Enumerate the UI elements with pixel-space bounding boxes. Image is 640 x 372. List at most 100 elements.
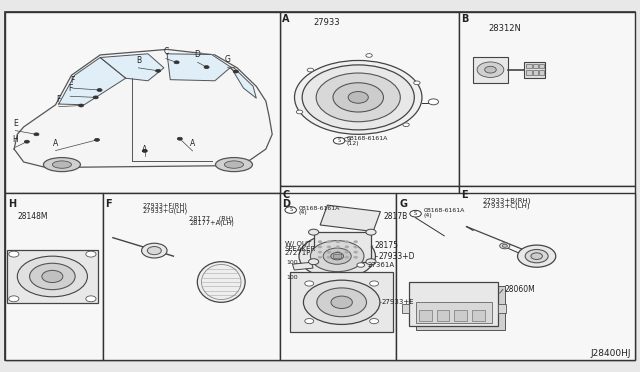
Text: B: B (136, 56, 141, 65)
Bar (4, 13, 280, 359)
Text: 100: 100 (286, 275, 298, 280)
Circle shape (305, 281, 314, 286)
Bar (103, 193, 280, 359)
Circle shape (147, 247, 161, 255)
Text: F: F (105, 199, 112, 209)
Circle shape (484, 66, 496, 73)
Polygon shape (100, 54, 164, 81)
Bar (459, 13, 636, 186)
Circle shape (296, 110, 303, 114)
Circle shape (305, 318, 314, 324)
Bar (333, 254, 341, 259)
Circle shape (24, 140, 29, 143)
Bar (533, 70, 538, 75)
Circle shape (17, 256, 88, 297)
Circle shape (357, 263, 365, 267)
Bar (280, 193, 396, 359)
Circle shape (310, 241, 364, 272)
Circle shape (525, 250, 548, 263)
Text: 2817B: 2817B (384, 212, 408, 221)
Circle shape (93, 96, 99, 99)
Bar (473, 57, 508, 83)
Circle shape (333, 83, 383, 112)
Circle shape (156, 69, 161, 72)
Text: G: G (225, 55, 230, 64)
Circle shape (234, 70, 239, 73)
Circle shape (303, 280, 380, 324)
Circle shape (336, 246, 340, 248)
Circle shape (323, 248, 351, 264)
Bar (280, 13, 459, 186)
Circle shape (316, 73, 400, 122)
Circle shape (344, 138, 351, 141)
Circle shape (354, 241, 358, 243)
Circle shape (79, 104, 84, 107)
Circle shape (345, 251, 349, 253)
Polygon shape (14, 49, 272, 167)
Polygon shape (231, 67, 256, 98)
Text: S: S (414, 211, 417, 216)
Circle shape (518, 245, 556, 267)
Circle shape (333, 137, 345, 144)
Text: W/ OUT: W/ OUT (285, 241, 311, 247)
Circle shape (204, 65, 209, 68)
Text: A: A (142, 144, 147, 154)
Text: A: A (190, 139, 195, 148)
Text: 27933+B(RH): 27933+B(RH) (483, 198, 531, 204)
Ellipse shape (197, 262, 245, 302)
Text: 28177+A(LH): 28177+A(LH) (189, 220, 234, 227)
Circle shape (174, 61, 179, 64)
Text: H: H (8, 199, 16, 209)
Bar (401, 304, 409, 313)
Text: E: E (13, 119, 18, 128)
Circle shape (42, 270, 63, 283)
Text: SPEAKER: SPEAKER (285, 246, 316, 252)
Ellipse shape (52, 161, 72, 168)
Text: 08168-6161A: 08168-6161A (424, 208, 465, 213)
Text: 100: 100 (286, 260, 298, 265)
Circle shape (307, 68, 314, 72)
Ellipse shape (44, 158, 81, 171)
Text: C: C (282, 190, 290, 200)
Text: D: D (282, 199, 291, 209)
Bar (454, 310, 467, 321)
Circle shape (345, 241, 349, 243)
Ellipse shape (225, 161, 244, 168)
Circle shape (366, 54, 372, 57)
Bar (280, 186, 459, 359)
Circle shape (327, 256, 331, 259)
Bar (292, 262, 313, 270)
Text: 28148M: 28148M (18, 212, 49, 221)
Circle shape (403, 123, 409, 126)
Bar (527, 70, 532, 75)
Circle shape (95, 138, 100, 141)
Circle shape (318, 256, 322, 259)
Circle shape (9, 296, 19, 302)
Text: C: C (163, 46, 168, 56)
Circle shape (331, 253, 344, 260)
Bar (409, 282, 499, 326)
Text: F: F (70, 76, 75, 85)
Text: 27933+F(RH): 27933+F(RH) (143, 203, 188, 209)
Circle shape (86, 251, 96, 257)
Circle shape (299, 234, 376, 278)
Text: 27933+E: 27933+E (381, 299, 414, 305)
Text: 08168-6161A: 08168-6161A (347, 136, 388, 141)
Text: (4): (4) (299, 210, 308, 215)
Bar (533, 64, 538, 68)
Text: A: A (53, 139, 58, 148)
Bar (314, 232, 371, 262)
Bar (499, 304, 506, 313)
Text: A: A (282, 14, 290, 24)
Circle shape (531, 253, 542, 260)
Circle shape (327, 251, 331, 253)
Text: F: F (56, 94, 61, 104)
Text: 08168-6161A: 08168-6161A (299, 206, 340, 211)
Circle shape (177, 137, 182, 140)
Text: E: E (461, 190, 468, 200)
Bar (540, 70, 544, 75)
Bar (396, 193, 636, 359)
Circle shape (348, 92, 369, 103)
Circle shape (345, 256, 349, 259)
Bar (290, 272, 394, 332)
